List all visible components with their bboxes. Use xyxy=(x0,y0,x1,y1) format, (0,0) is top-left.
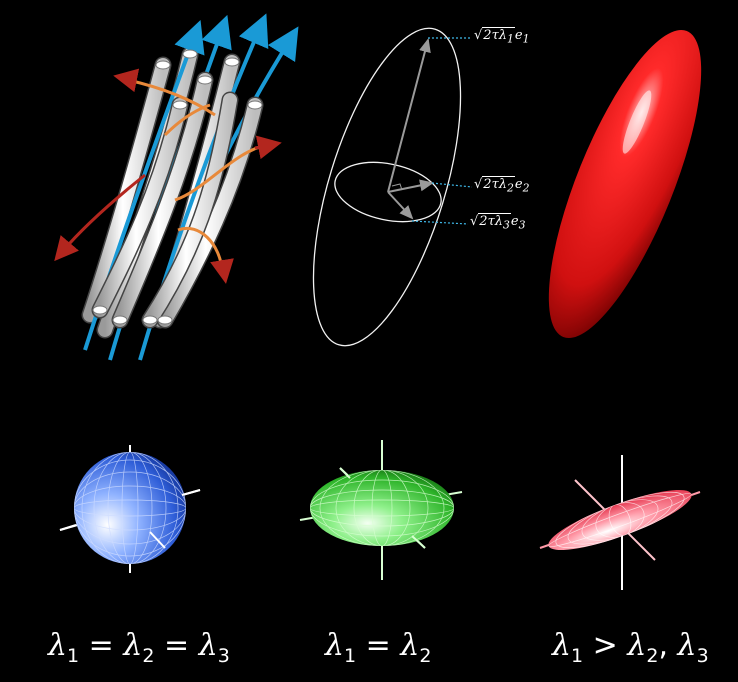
ellipsoid-outline xyxy=(312,27,462,347)
caption-oblate: λ1 = λ2 xyxy=(325,628,432,667)
leader-line-e3 xyxy=(411,220,469,225)
axis-label-e1: √2τλ1e1 xyxy=(474,27,530,46)
prolate-ellipsoid xyxy=(539,455,701,590)
isotropic-sphere xyxy=(59,445,201,573)
arrow-red xyxy=(54,173,146,262)
axis-label-e2: √2τλ2e2 xyxy=(474,176,530,195)
caption-isotropic: λ1 = λ2 = λ3 xyxy=(48,628,230,667)
red-ellipsoid-panel xyxy=(548,29,702,339)
fibers-front xyxy=(91,71,264,329)
fiber-end-caps xyxy=(92,49,263,325)
axis-e2-arrow xyxy=(387,179,434,193)
oblate-ellipsoid xyxy=(299,440,463,580)
diffusion-arrows xyxy=(54,68,282,284)
fiber-bundle-panel xyxy=(54,13,299,361)
leader-line-e2 xyxy=(431,182,473,188)
axis-label-e3: √2τλ3e3 xyxy=(470,213,526,232)
ellipsoid-axes-panel xyxy=(312,27,473,347)
caption-prolate: λ1 > λ2, λ3 xyxy=(552,628,709,667)
axis-e1-arrow xyxy=(387,38,431,193)
axis-e3-arrow xyxy=(387,191,414,220)
ellipsoid-cross-section xyxy=(334,161,442,223)
red-ellipsoid xyxy=(548,29,702,339)
